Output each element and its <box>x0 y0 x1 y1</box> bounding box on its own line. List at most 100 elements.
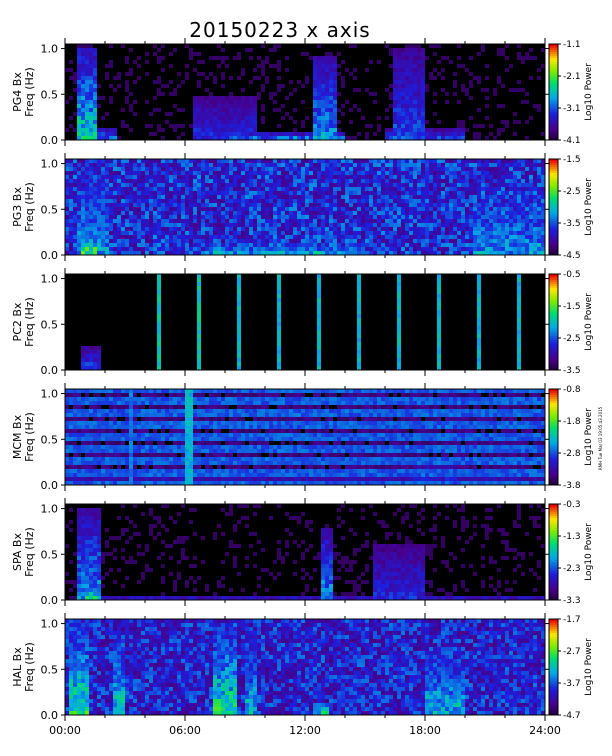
heatmap-cell <box>389 104 393 108</box>
heatmap-cell <box>169 64 173 68</box>
heatmap-cell <box>497 171 501 175</box>
heatmap-cell <box>385 191 389 195</box>
heatmap-cell <box>325 167 329 171</box>
colorbar-swatch <box>549 247 558 250</box>
heatmap-cell <box>217 108 221 112</box>
heatmap-cell <box>137 167 141 171</box>
colorbar-swatch <box>549 354 558 357</box>
colorbar-swatch <box>549 322 558 325</box>
heatmap-cell <box>241 179 245 183</box>
heatmap-cell <box>281 179 285 183</box>
heatmap-cell <box>477 235 481 239</box>
heatmap-cell <box>101 175 105 179</box>
heatmap-cell <box>217 247 221 251</box>
heatmap-cell <box>101 128 105 132</box>
heatmap-cell <box>405 219 409 223</box>
heatmap-cell <box>537 179 541 183</box>
heatmap-cell <box>161 215 165 219</box>
heatmap-cell <box>265 80 269 84</box>
heatmap-cell <box>281 163 285 167</box>
heatmap-cell <box>405 243 409 247</box>
heatmap-cell <box>85 183 89 187</box>
heatmap-cell <box>181 207 185 211</box>
heatmap-cell <box>481 167 485 171</box>
heatmap-cell <box>177 195 181 199</box>
heatmap-cell <box>89 413 93 417</box>
heatmap-cell <box>237 247 241 251</box>
heatmap-cell <box>81 207 85 211</box>
heatmap-cell <box>109 243 113 247</box>
heatmap-cell <box>509 167 513 171</box>
heatmap-cell <box>541 48 545 52</box>
heatmap-cell <box>389 187 393 191</box>
heatmap-cell <box>321 92 325 96</box>
heatmap-cell <box>145 191 149 195</box>
heatmap-cell <box>77 80 81 84</box>
heatmap-cell <box>485 231 489 235</box>
heatmap-cell <box>353 203 357 207</box>
heatmap-cell <box>361 215 365 219</box>
heatmap-cell <box>517 298 521 302</box>
heatmap-cell <box>297 203 301 207</box>
heatmap-cell <box>177 191 181 195</box>
heatmap-cell <box>361 171 365 175</box>
heatmap-cell <box>473 239 477 243</box>
heatmap-cell <box>309 215 313 219</box>
heatmap-cell <box>233 247 237 251</box>
heatmap-cell <box>209 136 213 140</box>
heatmap-cell <box>269 251 273 255</box>
heatmap-cell <box>81 136 85 140</box>
heatmap-cell <box>425 120 429 124</box>
heatmap-cell <box>101 477 105 481</box>
heatmap-cell <box>417 132 421 136</box>
heatmap-cell <box>213 215 217 219</box>
heatmap-cell <box>289 239 293 243</box>
heatmap-cell <box>521 235 525 239</box>
heatmap-cell <box>429 243 433 247</box>
heatmap-cell <box>213 80 217 84</box>
heatmap-cell <box>217 100 221 104</box>
heatmap-cell <box>297 167 301 171</box>
heatmap-cell <box>441 159 445 163</box>
heatmap-cell <box>141 223 145 227</box>
heatmap-cell <box>413 243 417 247</box>
heatmap-cell <box>257 179 261 183</box>
heatmap-cell <box>261 108 265 112</box>
heatmap-cell <box>169 251 173 255</box>
heatmap-cell <box>93 207 97 211</box>
heatmap-cell <box>277 179 281 183</box>
heatmap-cell <box>457 191 461 195</box>
heatmap-cell <box>433 44 437 48</box>
heatmap-cell <box>445 175 449 179</box>
heatmap-cell <box>393 203 397 207</box>
heatmap-cell <box>457 223 461 227</box>
heatmap-cell <box>169 52 173 56</box>
heatmap-cell <box>385 183 389 187</box>
heatmap-cell <box>325 191 329 195</box>
heatmap-cell <box>421 219 425 223</box>
heatmap-cell <box>493 171 497 175</box>
heatmap-cell <box>305 187 309 191</box>
heatmap-cell <box>109 469 113 473</box>
heatmap-cell <box>193 247 197 251</box>
heatmap-cell <box>285 207 289 211</box>
heatmap-cell <box>213 243 217 247</box>
heatmap-cell <box>397 362 401 366</box>
heatmap-cell <box>361 199 365 203</box>
heatmap-cell <box>141 191 145 195</box>
heatmap-cell <box>377 243 381 247</box>
heatmap-cell <box>101 243 105 247</box>
heatmap-cell <box>485 203 489 207</box>
heatmap-cell <box>357 159 361 163</box>
heatmap-cell <box>397 72 401 76</box>
heatmap-cell <box>313 132 317 136</box>
heatmap-cell <box>325 235 329 239</box>
colorbar-swatch <box>549 90 558 93</box>
heatmap-cell <box>137 425 141 429</box>
heatmap-cell <box>313 239 317 243</box>
heatmap-cell <box>321 60 325 64</box>
heatmap-cell <box>221 227 225 231</box>
heatmap-cell <box>65 449 69 453</box>
heatmap-cell <box>457 56 461 60</box>
